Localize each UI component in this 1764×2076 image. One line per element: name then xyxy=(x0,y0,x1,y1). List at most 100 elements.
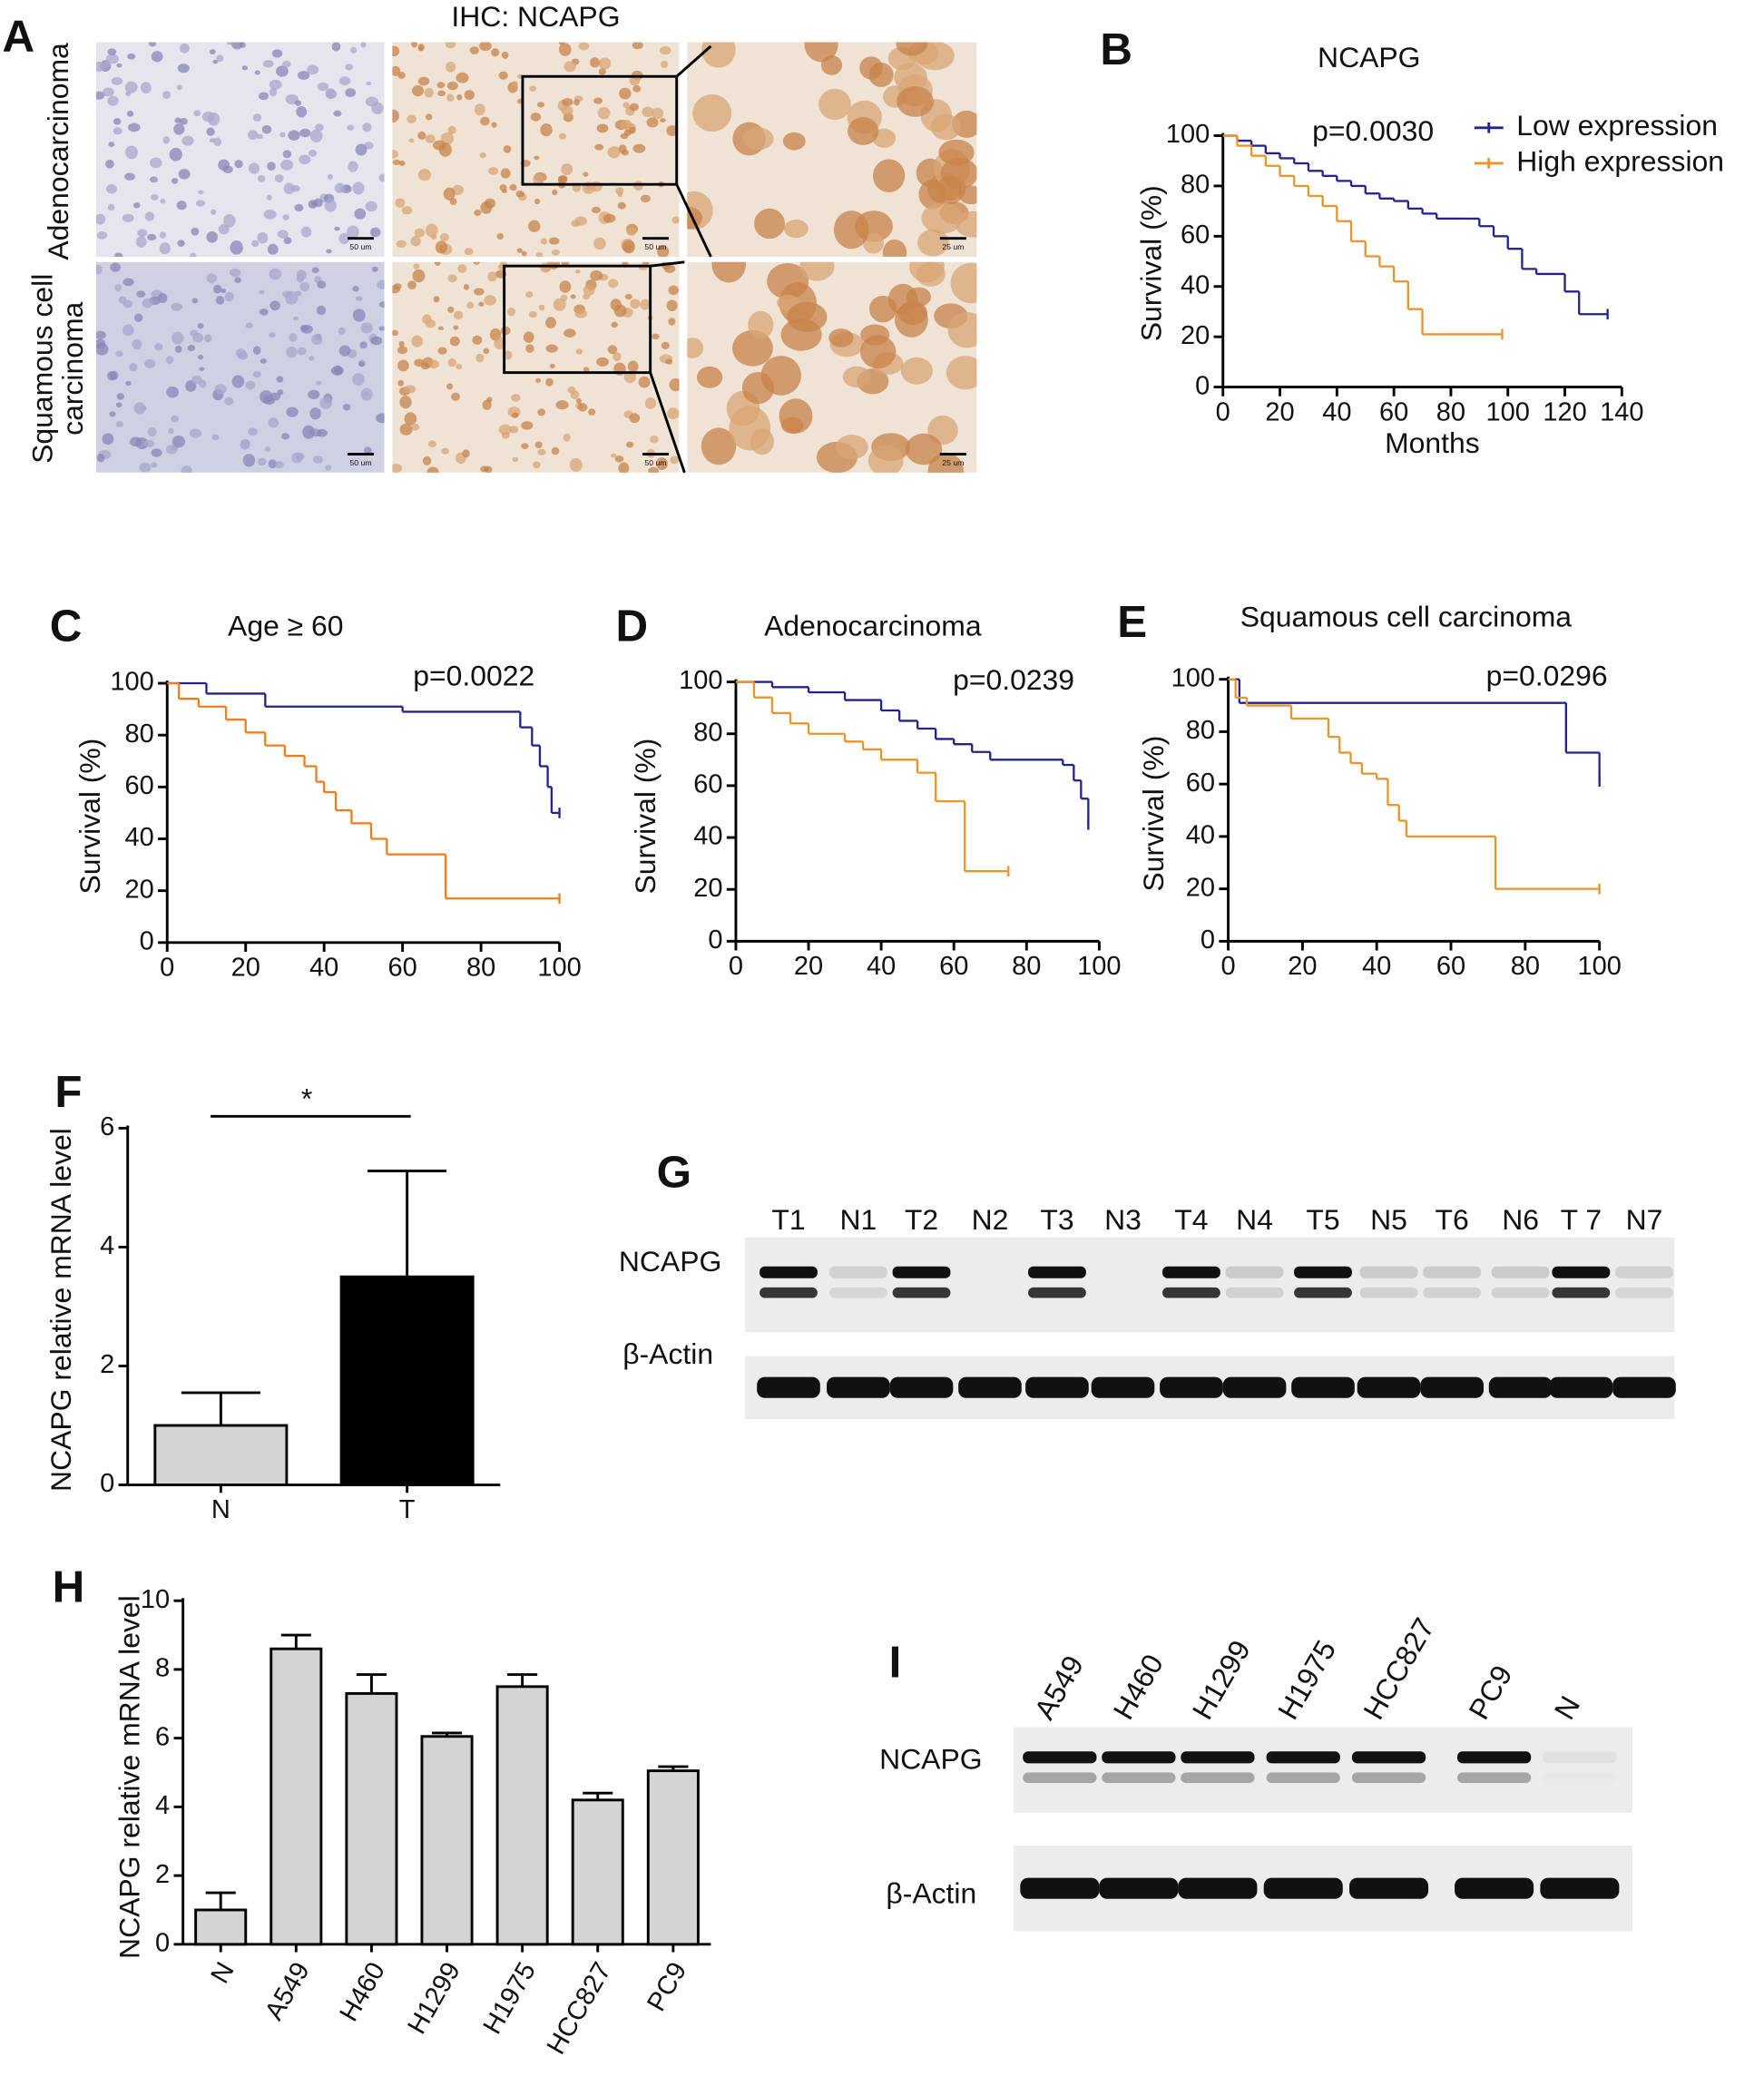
cell xyxy=(479,152,486,159)
cell xyxy=(330,366,344,376)
cell xyxy=(206,230,218,243)
x-tick-label: 20 xyxy=(1265,397,1294,426)
cell xyxy=(231,375,245,388)
cell xyxy=(352,181,365,195)
cell xyxy=(499,183,507,191)
cell xyxy=(427,359,440,369)
cell xyxy=(640,194,651,203)
cell xyxy=(946,356,977,390)
cell xyxy=(187,345,196,352)
band xyxy=(1181,1772,1255,1784)
y-tick-label: 80 xyxy=(1186,716,1215,745)
x-tick-label: H1299 xyxy=(402,1957,466,2039)
cell xyxy=(649,435,659,444)
y-tick-label: 20 xyxy=(124,875,153,904)
x-tick-label: 20 xyxy=(231,953,260,982)
y-axis-label: Survival (%) xyxy=(629,739,662,895)
band xyxy=(1099,1877,1179,1899)
cell xyxy=(540,122,553,137)
band xyxy=(1266,1772,1340,1784)
cell xyxy=(247,130,259,141)
cell xyxy=(313,198,323,208)
cell xyxy=(113,127,122,135)
cell xyxy=(583,171,589,177)
cell xyxy=(352,308,366,322)
cell xyxy=(842,366,872,388)
cell xyxy=(574,269,581,274)
panel-label: D xyxy=(616,602,649,651)
cell xyxy=(529,85,537,92)
cell xyxy=(289,333,298,342)
cell xyxy=(594,143,604,151)
x-tick-label: 20 xyxy=(794,952,823,981)
cell xyxy=(162,136,170,144)
chart-title: Squamous cell carcinoma xyxy=(1240,600,1573,632)
band xyxy=(1423,1287,1482,1298)
cell xyxy=(408,138,415,143)
lane-label: T5 xyxy=(1306,1203,1339,1236)
cell xyxy=(607,146,621,159)
cell xyxy=(108,142,115,148)
blot-row-label: NCAPG xyxy=(619,1245,721,1278)
bar xyxy=(495,1685,549,1946)
cell xyxy=(588,408,596,416)
x-tick-label: 0 xyxy=(160,953,174,982)
cell xyxy=(411,42,417,48)
cell xyxy=(245,380,256,390)
cell xyxy=(509,426,519,434)
cell xyxy=(551,446,560,455)
cell xyxy=(603,213,616,223)
cell xyxy=(512,456,519,463)
cell xyxy=(491,122,497,128)
lane-label: T4 xyxy=(1174,1203,1208,1236)
band xyxy=(1359,1266,1418,1278)
cell xyxy=(501,51,509,59)
cell xyxy=(241,439,250,448)
cell xyxy=(260,358,267,364)
cell xyxy=(299,281,310,292)
cell xyxy=(122,324,134,337)
band xyxy=(760,1287,818,1298)
cell xyxy=(277,230,289,239)
cell xyxy=(319,397,333,409)
lane-label: N3 xyxy=(1104,1203,1142,1236)
band xyxy=(1162,1287,1220,1298)
cell xyxy=(523,331,534,343)
cell xyxy=(269,268,282,280)
cell xyxy=(241,65,249,71)
cell xyxy=(170,415,180,423)
cell xyxy=(302,425,316,439)
band xyxy=(1263,1877,1343,1899)
cell xyxy=(331,42,341,52)
cell xyxy=(360,42,367,48)
cell xyxy=(782,132,806,151)
cell xyxy=(562,98,573,106)
bar xyxy=(153,1424,289,1486)
lane-label: T1 xyxy=(771,1203,805,1236)
cell xyxy=(159,242,171,255)
cell xyxy=(190,252,197,257)
cell xyxy=(252,113,262,122)
ihc-image xyxy=(687,261,977,473)
panel-label: I xyxy=(889,1637,902,1687)
cell xyxy=(111,76,123,85)
cell xyxy=(533,173,544,185)
band xyxy=(1020,1877,1100,1899)
cell xyxy=(412,269,426,283)
cell xyxy=(575,348,583,355)
x-tick-label: 100 xyxy=(537,953,581,982)
chart-title: Age ≥ 60 xyxy=(228,610,344,642)
y-axis-label: NCAPG relative mRNA level xyxy=(44,1128,77,1492)
cell xyxy=(378,301,385,308)
ihc-title: IHC: NCAPG xyxy=(451,0,620,33)
cell xyxy=(425,223,438,238)
y-tick-label: 6 xyxy=(155,1722,170,1751)
cell xyxy=(660,60,669,68)
cell xyxy=(437,326,444,331)
cell xyxy=(103,61,111,68)
cell xyxy=(407,114,416,123)
cell xyxy=(191,227,200,236)
band xyxy=(1023,1772,1097,1784)
cell xyxy=(646,117,659,128)
cell xyxy=(275,461,284,469)
